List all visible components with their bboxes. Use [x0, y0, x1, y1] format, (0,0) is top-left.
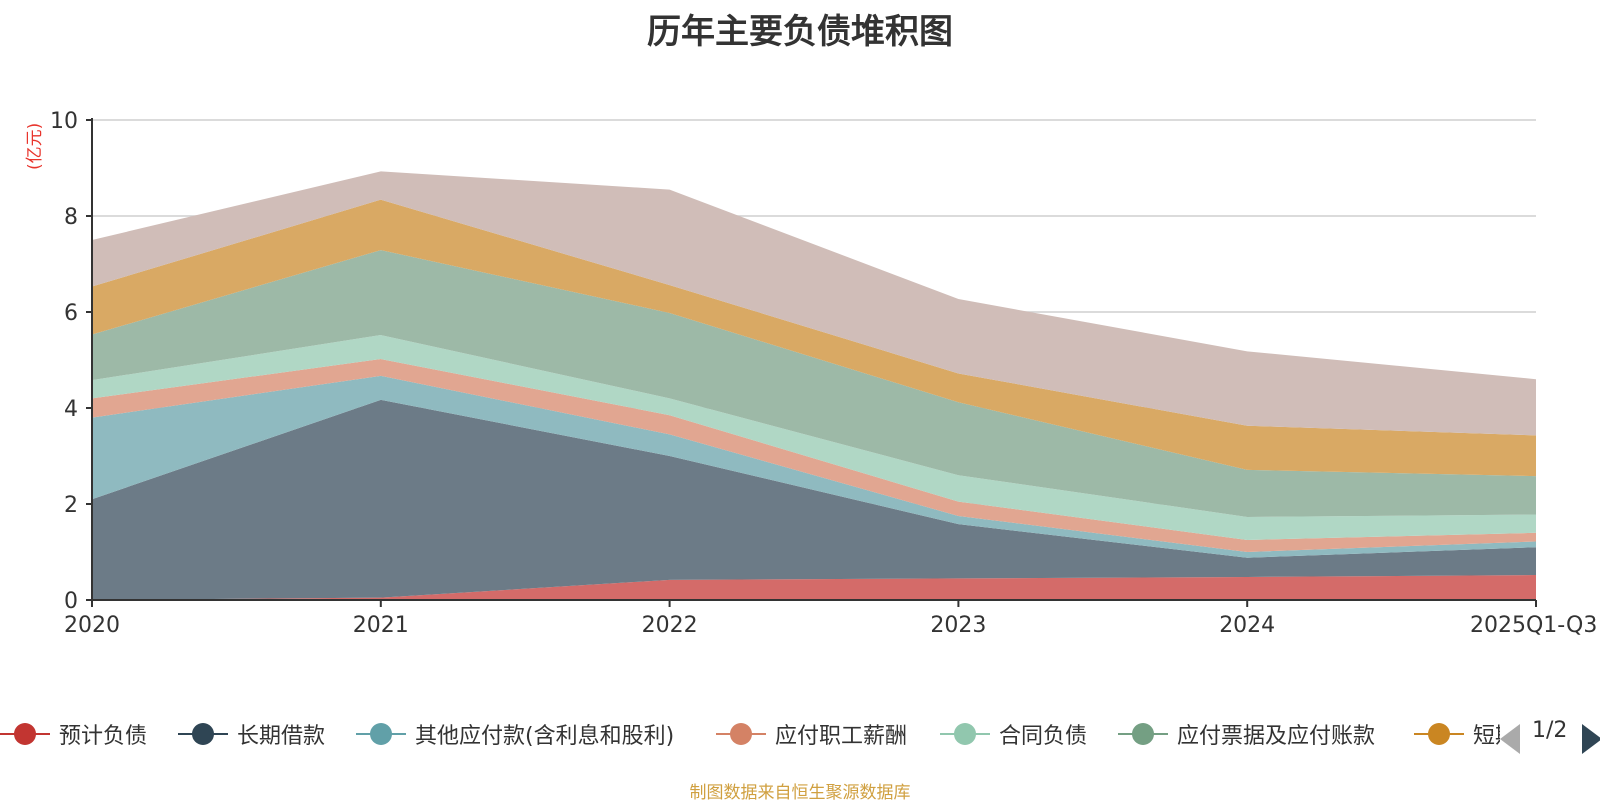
legend-label: 长期借款	[237, 724, 326, 749]
legend-page-indicator: 1/2	[1532, 718, 1568, 743]
legend-marker-icon	[0, 716, 50, 752]
legend-label: 预计负债	[59, 724, 148, 749]
legend-label: 应付职工薪酬	[775, 724, 908, 749]
x-tick-label: 2023	[930, 613, 986, 638]
area-series-7[interactable]	[92, 171, 1536, 436]
legend-label: 短期借款	[1473, 724, 1500, 749]
legend-item[interactable]: 预计负债	[0, 716, 147, 752]
y-tick-label: 4	[64, 397, 78, 422]
source-note: 制图数据来自恒生聚源数据库	[689, 783, 911, 803]
y-tick-label: 10	[50, 109, 78, 134]
axes	[91, 118, 1536, 601]
legend-item[interactable]: 其他应付款(含利息和股利)	[356, 716, 674, 752]
legend-label: 其他应付款(含利息和股利)	[415, 724, 675, 749]
legend-item[interactable]: 应付职工薪酬	[716, 716, 907, 752]
legend-item[interactable]: 长期借款	[178, 716, 325, 752]
legend-label: 应付票据及应付账款	[1177, 724, 1376, 749]
x-tick-label: 2022	[642, 613, 698, 638]
x-tick-labels: 2020 2021 2022 2023 2024 2025Q1-Q3	[64, 600, 1597, 638]
y-tick-label: 2	[64, 493, 78, 518]
legend-marker-icon	[178, 716, 228, 752]
legend-marker-icon	[940, 716, 990, 752]
chart-area: 0 2 4 6 8 10 2020 2021 2022 2023 2024 2025Q1-Q3	[50, 109, 1597, 638]
y-axis-unit: (亿元)	[14, 118, 54, 178]
legend-marker-icon	[356, 716, 406, 752]
area-series-4[interactable]	[92, 335, 1536, 540]
area-series-1[interactable]	[92, 399, 1536, 600]
legend-pager: 1/2	[1500, 716, 1600, 754]
legend-item[interactable]: 应付票据及应付账款	[1118, 716, 1375, 752]
stacked-areas	[92, 171, 1536, 600]
legend-item[interactable]: 短期借款	[1414, 716, 1500, 752]
chart-title: 历年主要负债堆积图	[647, 12, 953, 52]
y-axis-unit-label: (亿元)	[25, 122, 45, 170]
area-series-5[interactable]	[92, 250, 1536, 517]
x-tick-label: 2020	[64, 613, 120, 638]
legend-item[interactable]: 合同负债	[940, 716, 1087, 752]
y-tick-label: 6	[64, 301, 78, 326]
legend-marker-icon	[1118, 716, 1168, 752]
area-series-0[interactable]	[92, 575, 1536, 600]
y-tick-label: 0	[64, 589, 78, 614]
y-tick-label: 8	[64, 205, 78, 230]
x-tick-label: 2021	[353, 613, 409, 638]
area-series-6[interactable]	[92, 199, 1536, 477]
prev-page-icon[interactable]	[1500, 724, 1520, 754]
legend-marker-icon	[1414, 716, 1464, 752]
x-tick-label: 2024	[1219, 613, 1275, 638]
next-page-icon[interactable]	[1582, 724, 1600, 754]
legend-label: 合同负债	[999, 724, 1088, 749]
y-tick-labels: 0 2 4 6 8 10	[50, 109, 92, 614]
x-tick-label: 2025Q1-Q3	[1470, 613, 1597, 638]
legend: 预计负债 长期借款 其他应付款(含利息和股利) 应付职工薪酬 合同负债 应付票据及应付账款…	[0, 716, 1500, 752]
legend-marker-icon	[716, 716, 766, 752]
